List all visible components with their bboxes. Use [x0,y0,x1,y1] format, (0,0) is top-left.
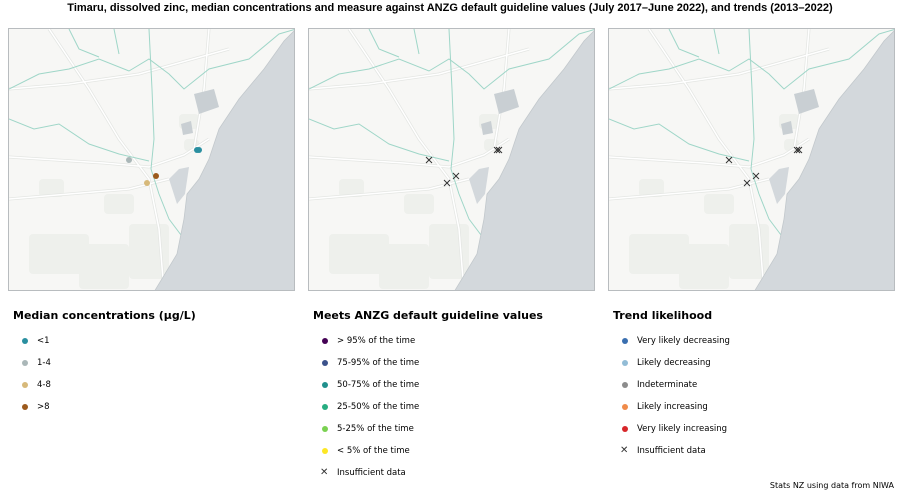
trend-likelihood-legend: Trend likelihood Very likely decreasing L… [613,309,730,462]
legend-title: Meets ANZG default guideline values [313,309,543,322]
site-marker-cross[interactable] [493,146,501,154]
legend-item: Very likely increasing [613,418,730,440]
site-marker-cross[interactable] [725,156,733,164]
site-marker-cross[interactable] [793,146,801,154]
dot-icon [622,338,628,344]
cross-icon: ✕ [620,445,629,456]
legend-item: ✕ Insufficient data [613,440,730,462]
map-canvas[interactable] [309,29,595,291]
median-concentrations-map[interactable] [8,28,295,291]
legend-title: Median concentrations (µg/L) [13,309,196,322]
site-marker-cross[interactable] [452,172,460,180]
site-marker-dot[interactable] [153,173,159,179]
dot-icon [22,360,28,366]
legend-item: < 5% of the time [313,440,543,462]
median-concentrations-legend: Median concentrations (µg/L) <1 1-4 4-8 >8 [13,309,196,418]
legend-label: 4-8 [37,380,51,390]
legend-label: >8 [37,402,50,412]
legend-label: 1-4 [37,358,51,368]
legend-item: Likely increasing [613,396,730,418]
dot-icon [622,404,628,410]
site-marker-cross[interactable] [495,146,503,154]
legend-item: 75-95% of the time [313,352,543,374]
legend-item: > 95% of the time [313,330,543,352]
source-credit: Stats NZ using data from NIWA [769,481,894,490]
legend-item: <1 [13,330,196,352]
site-marker-dot[interactable] [196,147,202,153]
site-marker-cross[interactable] [425,156,433,164]
guideline-values-map[interactable] [308,28,595,291]
legend-label: > 95% of the time [337,336,416,346]
site-marker-cross[interactable] [752,172,760,180]
legend-label: 5-25% of the time [337,424,414,434]
dot-icon [22,404,28,410]
dot-icon [322,404,328,410]
legend-title: Trend likelihood [613,309,713,322]
trend-likelihood-map[interactable] [608,28,895,291]
dot-icon [322,338,328,344]
legend-label: 25-50% of the time [337,402,420,412]
site-marker-cross[interactable] [443,179,451,187]
dot-icon [22,338,28,344]
legend-label: Likely increasing [637,402,708,412]
dot-icon [622,382,628,388]
legend-label: Insufficient data [337,468,406,478]
legend-label: Very likely increasing [637,424,728,434]
legend-item: >8 [13,396,196,418]
legend-label: 75-95% of the time [337,358,420,368]
dot-icon [322,448,328,454]
site-marker-cross[interactable] [795,146,803,154]
site-marker-cross[interactable] [743,179,751,187]
dot-icon [22,382,28,388]
dot-icon [622,360,628,366]
legend-label: Indeterminate [637,380,698,390]
legend-label: < 5% of the time [337,446,410,456]
site-marker-dot[interactable] [126,157,132,163]
figure-title: Timaru, dissolved zinc, median concentra… [67,2,833,14]
legend-item: 25-50% of the time [313,396,543,418]
legend-item: Very likely decreasing [613,330,730,352]
map-canvas[interactable] [9,29,295,291]
map-canvas[interactable] [609,29,895,291]
legend-item: 4-8 [13,374,196,396]
legend-item: 50-75% of the time [313,374,543,396]
legend-label: Insufficient data [637,446,706,456]
dot-icon [322,426,328,432]
legend-label: Very likely decreasing [637,336,730,346]
legend-item: Indeterminate [613,374,730,396]
legend-item: ✕ Insufficient data [313,462,543,484]
legend-item: 5-25% of the time [313,418,543,440]
dot-icon [322,360,328,366]
dot-icon [622,426,628,432]
legend-label: <1 [37,336,50,346]
cross-icon: ✕ [320,467,329,478]
dot-icon [322,382,328,388]
site-marker-dot[interactable] [144,180,150,186]
legend-label: Likely decreasing [637,358,711,368]
legend-label: 50-75% of the time [337,380,420,390]
guideline-values-legend: Meets ANZG default guideline values > 95… [313,309,543,484]
legend-item: Likely decreasing [613,352,730,374]
legend-item: 1-4 [13,352,196,374]
